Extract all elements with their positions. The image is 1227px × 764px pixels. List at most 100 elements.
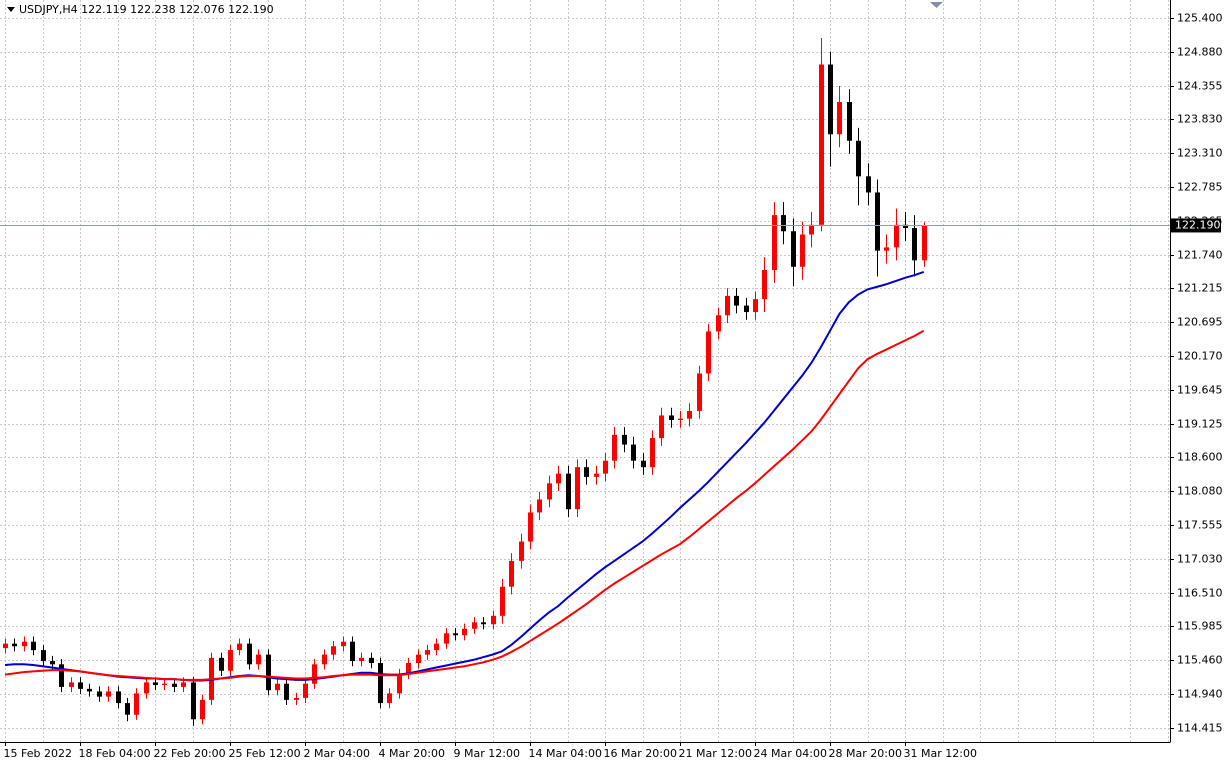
- candle-body: [434, 643, 439, 651]
- candle-body: [669, 415, 674, 420]
- candle-body: [884, 247, 889, 251]
- candle-body: [556, 473, 561, 484]
- candle-body: [566, 473, 571, 510]
- x-tick-label: 22 Feb 20:00: [154, 747, 226, 760]
- candle-body: [200, 699, 205, 720]
- candle-body: [378, 663, 383, 704]
- candle-body: [359, 657, 364, 662]
- y-tick-label: 124.880: [1177, 46, 1223, 59]
- y-tick-label: 120.695: [1177, 316, 1223, 329]
- candle-body: [800, 234, 805, 267]
- candle-body: [303, 683, 308, 698]
- candle-body: [678, 418, 683, 420]
- candle-body: [922, 225, 927, 261]
- candle-body: [247, 643, 252, 665]
- x-tick-label: 24 Mar 04:00: [754, 747, 827, 760]
- y-tick-label: 116.510: [1177, 587, 1223, 600]
- y-tick-label: 115.985: [1177, 620, 1223, 633]
- x-tick-label: 2 Mar 04:00: [304, 747, 370, 760]
- candle-body: [294, 697, 299, 700]
- candle-body: [753, 299, 758, 313]
- candle-body: [444, 633, 449, 644]
- y-tick-label: 114.415: [1177, 722, 1223, 735]
- candle-body: [791, 231, 796, 267]
- candle-body: [59, 664, 64, 687]
- candle-body: [284, 683, 289, 700]
- candle-body: [622, 434, 627, 445]
- candle-body: [22, 641, 27, 647]
- candle-body: [78, 682, 83, 689]
- y-tick-label: 117.030: [1177, 553, 1223, 566]
- candle-body: [106, 691, 111, 697]
- candle-body: [397, 674, 402, 694]
- candle-body: [387, 693, 392, 704]
- grid: [0, 0, 1170, 742]
- x-tick-label: 4 Mar 20:00: [379, 747, 445, 760]
- moving-average-line: [4, 271, 925, 682]
- candle-body: [847, 101, 852, 141]
- candle-body: [237, 643, 242, 651]
- x-tick-label: 28 Mar 20:00: [829, 747, 902, 760]
- candle-body: [125, 703, 130, 715]
- candle-body: [603, 460, 608, 474]
- y-tick-label: 115.460: [1177, 654, 1223, 667]
- y-tick-label: 118.600: [1177, 451, 1223, 464]
- y-tick-label: 118.080: [1177, 485, 1223, 498]
- candle-body: [528, 512, 533, 542]
- candle-body: [134, 693, 139, 715]
- candle-body: [903, 224, 908, 229]
- candle-body: [341, 641, 346, 647]
- moving-average-line: [4, 329, 925, 681]
- candle-body: [762, 270, 767, 300]
- candle-body: [744, 305, 749, 313]
- candle-body: [594, 473, 599, 477]
- chart-title: USDJPY,H4 122.119 122.238 122.076 122.19…: [19, 3, 274, 16]
- y-tick-label: 125.400: [1177, 12, 1223, 25]
- candle-body: [725, 295, 730, 316]
- y-tick-label: 119.125: [1177, 418, 1223, 431]
- candle-body: [153, 682, 158, 685]
- candle-body: [519, 541, 524, 561]
- candle-body: [875, 192, 880, 251]
- candle-body: [491, 615, 496, 625]
- candle-body: [687, 410, 692, 419]
- candle-body: [706, 331, 711, 374]
- candle-body: [716, 315, 721, 332]
- candle-body: [266, 654, 271, 691]
- y-tick-label: 119.645: [1177, 384, 1223, 397]
- candle-body: [275, 683, 280, 691]
- y-tick-label: 123.310: [1177, 147, 1223, 160]
- candle-body: [509, 560, 514, 587]
- candle-body: [500, 586, 505, 616]
- candle-body: [453, 633, 458, 636]
- shift-marker: [930, 2, 943, 8]
- x-tick-label: 9 Mar 12:00: [454, 747, 520, 760]
- candle-body: [866, 176, 871, 193]
- x-tick-label: 16 Mar 20:00: [604, 747, 677, 760]
- candle-body: [856, 140, 861, 177]
- candle-body: [659, 415, 664, 439]
- y-tick-label: 114.940: [1177, 688, 1223, 701]
- candle-body: [734, 295, 739, 306]
- last-price-label: 122.190: [1175, 218, 1221, 231]
- candle-body: [650, 438, 655, 468]
- x-tick-label: 31 Mar 12:00: [904, 747, 977, 760]
- candle-body: [191, 682, 196, 720]
- candle-body: [481, 622, 486, 625]
- candle-body: [612, 434, 617, 461]
- candle-body: [172, 683, 177, 687]
- y-tick-label: 121.215: [1177, 282, 1223, 295]
- y-tick-label: 120.170: [1177, 350, 1223, 363]
- candle-body: [144, 682, 149, 694]
- plot: [3, 38, 927, 726]
- candle-body: [406, 663, 411, 675]
- candle-body: [322, 654, 327, 665]
- candle-body: [772, 215, 777, 271]
- candle-body: [181, 682, 186, 687]
- candle-body: [416, 654, 421, 664]
- candle-body: [547, 483, 552, 500]
- x-tick-label: 15 Feb 2022: [4, 747, 72, 760]
- y-tick-label: 124.355: [1177, 80, 1223, 93]
- candle-body: [116, 691, 121, 704]
- y-tick-label: 117.555: [1177, 519, 1223, 532]
